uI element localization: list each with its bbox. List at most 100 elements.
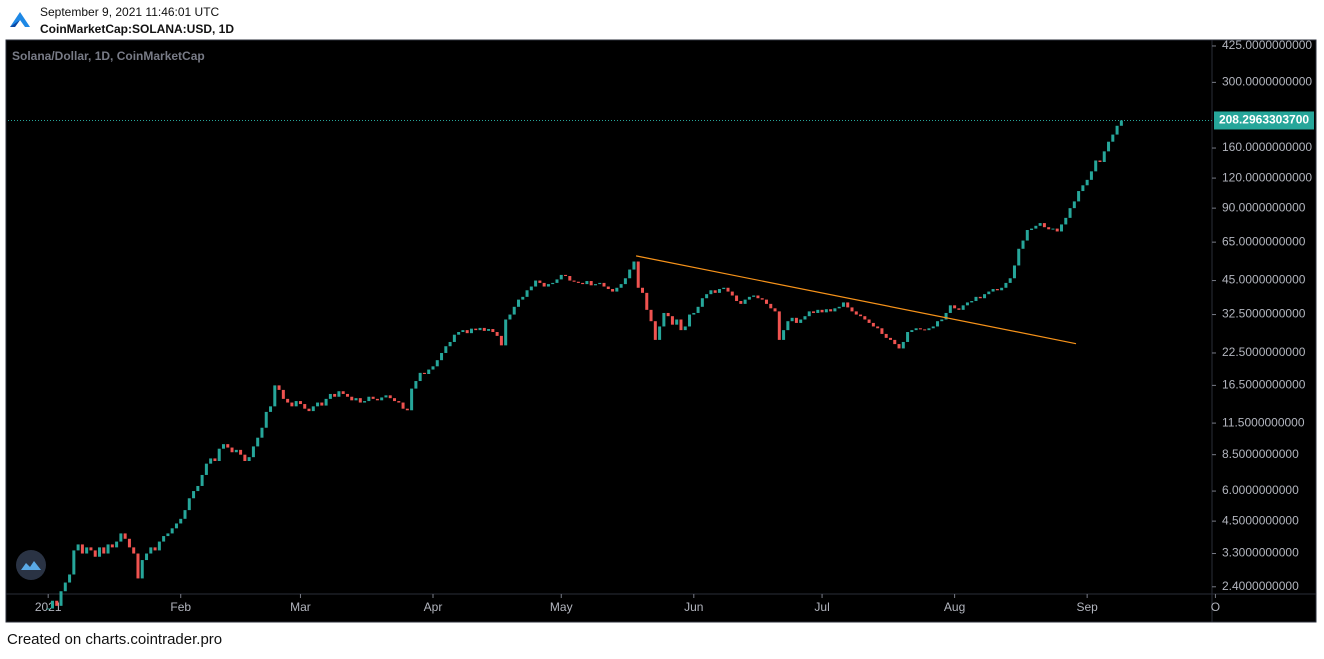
candle xyxy=(345,393,349,397)
candle xyxy=(696,306,700,313)
candle xyxy=(1004,282,1008,288)
candle xyxy=(440,352,444,361)
candle xyxy=(658,326,662,340)
candle xyxy=(640,287,644,293)
candle xyxy=(546,284,550,287)
candle xyxy=(688,314,692,327)
y-tick-label: 300.0000000000 xyxy=(1222,75,1312,89)
candle xyxy=(427,369,431,374)
candle xyxy=(106,544,110,554)
candle xyxy=(281,389,285,399)
candle xyxy=(841,302,845,307)
candle xyxy=(499,335,503,346)
candle xyxy=(465,330,469,334)
candle xyxy=(487,329,491,331)
candle xyxy=(46,608,50,610)
timestamp: September 9, 2021 11:46:01 UTC xyxy=(40,5,220,19)
candle xyxy=(170,528,174,534)
candle xyxy=(777,311,781,340)
candle xyxy=(1081,185,1085,192)
candle xyxy=(230,447,234,453)
candle xyxy=(572,280,576,282)
candle xyxy=(1077,191,1081,202)
candle xyxy=(970,301,974,303)
candle xyxy=(602,282,606,287)
candle xyxy=(375,398,379,401)
candle xyxy=(110,544,114,548)
candle xyxy=(76,544,80,551)
candle xyxy=(85,547,89,554)
candle xyxy=(837,306,841,309)
candle xyxy=(435,360,439,367)
candle xyxy=(700,298,704,307)
candle xyxy=(521,296,525,300)
candle xyxy=(675,319,679,325)
candle xyxy=(482,327,486,331)
candle xyxy=(55,600,59,606)
candle xyxy=(816,309,820,313)
candle xyxy=(1000,287,1004,291)
candle xyxy=(508,314,512,320)
candle xyxy=(140,560,144,579)
candle xyxy=(717,289,721,293)
candle xyxy=(722,287,726,290)
candle xyxy=(397,401,401,403)
candle xyxy=(923,329,927,331)
trendline xyxy=(635,255,1077,345)
candle xyxy=(1030,228,1034,231)
candle xyxy=(709,290,713,295)
candle xyxy=(564,274,568,277)
candle xyxy=(393,398,397,402)
candle xyxy=(649,309,653,322)
candle xyxy=(239,449,243,455)
candle xyxy=(50,600,54,609)
candle xyxy=(1107,141,1111,152)
candle xyxy=(256,437,260,447)
candle xyxy=(145,553,149,561)
candle xyxy=(978,296,982,299)
candle xyxy=(803,316,807,320)
candle xyxy=(846,302,850,308)
x-tick-label: O xyxy=(1211,600,1220,614)
candle xyxy=(200,474,204,486)
candle xyxy=(927,328,931,331)
watermark-icon xyxy=(16,550,46,580)
candle xyxy=(961,305,965,310)
y-tick-label: 160.0000000000 xyxy=(1222,140,1312,154)
x-tick-label: 2021 xyxy=(35,600,62,614)
candle xyxy=(880,328,884,334)
candle xyxy=(209,458,213,464)
candle xyxy=(410,388,414,411)
candle xyxy=(730,291,734,296)
candle xyxy=(166,533,170,537)
candle xyxy=(1111,134,1115,142)
candle xyxy=(337,391,341,397)
candle xyxy=(833,308,837,312)
candle xyxy=(1064,217,1068,225)
y-tick-label: 32.5000000000 xyxy=(1222,307,1306,321)
candle xyxy=(1072,201,1076,209)
candle xyxy=(1047,227,1051,230)
y-tick-label: 2.4000000000 xyxy=(1222,579,1299,593)
candle xyxy=(196,485,200,492)
y-tick-label: 425.0000000000 xyxy=(1222,38,1312,52)
candle xyxy=(452,334,456,342)
candle xyxy=(1094,160,1098,172)
candle xyxy=(63,582,67,592)
last-price-box xyxy=(1214,111,1314,130)
candle xyxy=(628,269,632,279)
candle xyxy=(243,454,247,462)
candle xyxy=(286,398,290,403)
candle xyxy=(893,339,897,345)
candle xyxy=(174,523,178,529)
candle xyxy=(226,444,230,448)
candle xyxy=(1098,160,1102,162)
candle xyxy=(478,327,482,331)
candle xyxy=(940,319,944,322)
candle xyxy=(221,444,225,449)
candle xyxy=(867,319,871,323)
candle xyxy=(726,287,730,292)
candle xyxy=(1034,225,1038,229)
candle xyxy=(747,296,751,300)
candle xyxy=(157,541,161,551)
